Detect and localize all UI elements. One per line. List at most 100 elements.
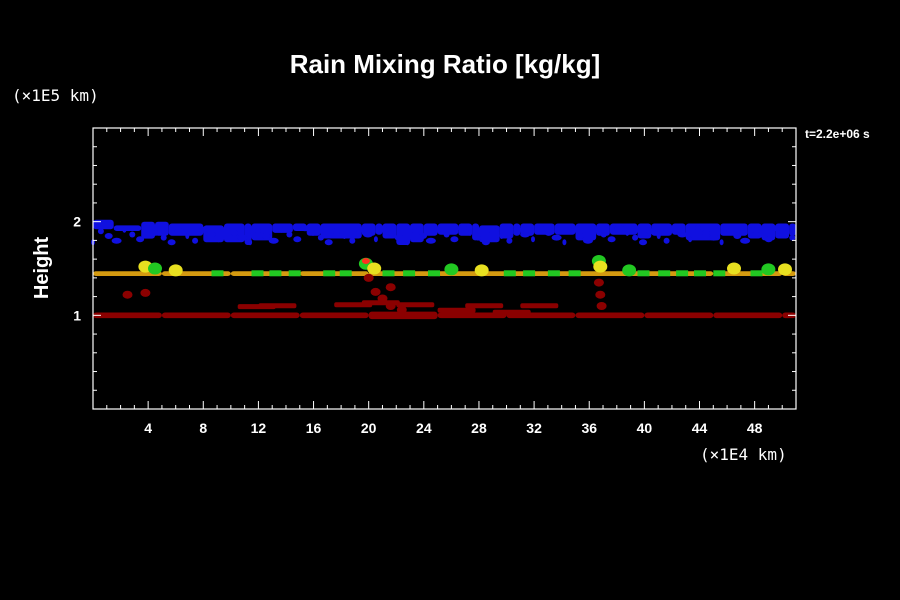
middle-band-green-patch — [523, 270, 536, 277]
upper-band-blob — [248, 239, 253, 246]
middle-band-puff — [778, 263, 792, 276]
middle-band-puff — [367, 262, 382, 275]
lower-band-segment — [161, 312, 231, 319]
x-scale-label: (×1E4 km) — [700, 445, 787, 464]
middle-band-puff — [474, 264, 489, 277]
upper-band-blob — [380, 225, 387, 232]
plot-frame — [92, 127, 797, 410]
middle-band-green-patch — [288, 270, 301, 277]
upper-band-blob — [639, 239, 647, 246]
upper-band-blob — [311, 229, 315, 236]
lower-band-plume — [370, 287, 381, 296]
upper-band-blob — [719, 239, 724, 246]
upper-band-segment — [113, 225, 142, 231]
upper-band-blob — [733, 233, 742, 239]
upper-band-blob — [373, 236, 378, 243]
middle-band-green-patch — [547, 270, 560, 277]
upper-band-blob — [751, 226, 755, 233]
upper-band-blob — [174, 228, 185, 235]
upper-band-blob — [583, 237, 593, 244]
upper-band-blob — [436, 226, 441, 233]
middle-band-green-patch — [637, 270, 650, 277]
x-tick-label: 32 — [526, 420, 542, 436]
upper-band-blob — [632, 234, 639, 241]
middle-band-puff — [761, 263, 776, 276]
upper-band-segment — [437, 223, 459, 235]
upper-band-blob — [782, 229, 787, 236]
middle-band-green-patch — [750, 270, 763, 277]
lower-band-patch — [520, 303, 559, 309]
upper-band-blob — [468, 229, 473, 236]
lower-band-segment — [299, 312, 369, 319]
upper-band-blob — [771, 225, 782, 232]
upper-band-blob — [475, 234, 481, 241]
upper-band-blob — [122, 226, 127, 233]
upper-band-blob — [764, 236, 773, 243]
lower-band-patch — [258, 303, 297, 309]
middle-band-green-patch — [323, 270, 336, 277]
upper-band-blob — [645, 228, 656, 235]
x-tick-label: 16 — [306, 420, 322, 436]
middle-band-puff — [444, 263, 459, 276]
upper-band-blob — [237, 234, 248, 241]
upper-band-blob — [513, 226, 522, 233]
upper-band-blob — [670, 226, 679, 233]
upper-band-blob — [551, 234, 562, 241]
x-tick-label: 40 — [637, 420, 653, 436]
middle-band-green-patch — [339, 270, 352, 277]
upper-band-blob — [789, 234, 796, 241]
y-axis-label: Height — [31, 237, 53, 300]
middle-band-green-patch — [269, 270, 282, 277]
upper-band-blob — [531, 236, 535, 243]
upper-band-blob — [412, 228, 419, 235]
upper-band-blob — [192, 237, 199, 244]
upper-band-blob — [387, 229, 396, 236]
upper-band-blob — [143, 225, 153, 232]
upper-band-blob — [153, 229, 158, 236]
x-tick-label: 12 — [251, 420, 267, 436]
data-bands — [91, 219, 796, 320]
lower-band-plume — [595, 290, 606, 299]
upper-band-blob — [457, 225, 468, 232]
lower-band-segment — [644, 312, 714, 319]
upper-band-blob — [708, 234, 719, 241]
hot-spot — [361, 258, 370, 264]
upper-band-blob — [300, 225, 311, 232]
upper-band-blob — [576, 233, 585, 239]
lower-band-patch — [492, 309, 531, 315]
upper-band-blob — [111, 237, 122, 244]
upper-band-blob — [279, 226, 284, 233]
upper-band-blob — [656, 233, 661, 239]
upper-band-segment — [375, 223, 383, 235]
upper-band-blob — [562, 239, 567, 246]
upper-band-segment — [789, 223, 796, 236]
upper-band-blob — [701, 229, 710, 236]
upper-band-blob — [223, 225, 230, 232]
upper-band-blob — [97, 228, 104, 235]
upper-band-blob — [757, 231, 764, 238]
lower-band-patch — [437, 307, 476, 313]
upper-band-blob — [520, 231, 531, 238]
upper-band-segment — [423, 223, 438, 236]
lower-band-plume — [593, 278, 604, 287]
upper-band-blob — [600, 231, 607, 238]
upper-band-segment — [720, 223, 748, 236]
upper-band-segment — [637, 223, 652, 239]
upper-band-blob — [443, 231, 450, 238]
y-scale-label: (×1E5 km) — [12, 86, 99, 105]
upper-band-blob — [349, 237, 356, 244]
upper-band-blob — [740, 237, 751, 244]
upper-band-blob — [607, 236, 616, 243]
upper-band-blob — [593, 226, 598, 233]
x-tick-label: 20 — [361, 420, 377, 436]
upper-band-blob — [216, 236, 221, 243]
middle-band-green-patch — [211, 270, 224, 277]
upper-band-blob — [317, 234, 324, 241]
upper-band-blob — [286, 231, 293, 238]
upper-band-blob — [544, 229, 553, 236]
upper-band-blob — [342, 233, 347, 239]
upper-band-blob — [405, 239, 410, 246]
middle-band-green-patch — [658, 270, 671, 277]
axis-ticks — [92, 127, 797, 410]
